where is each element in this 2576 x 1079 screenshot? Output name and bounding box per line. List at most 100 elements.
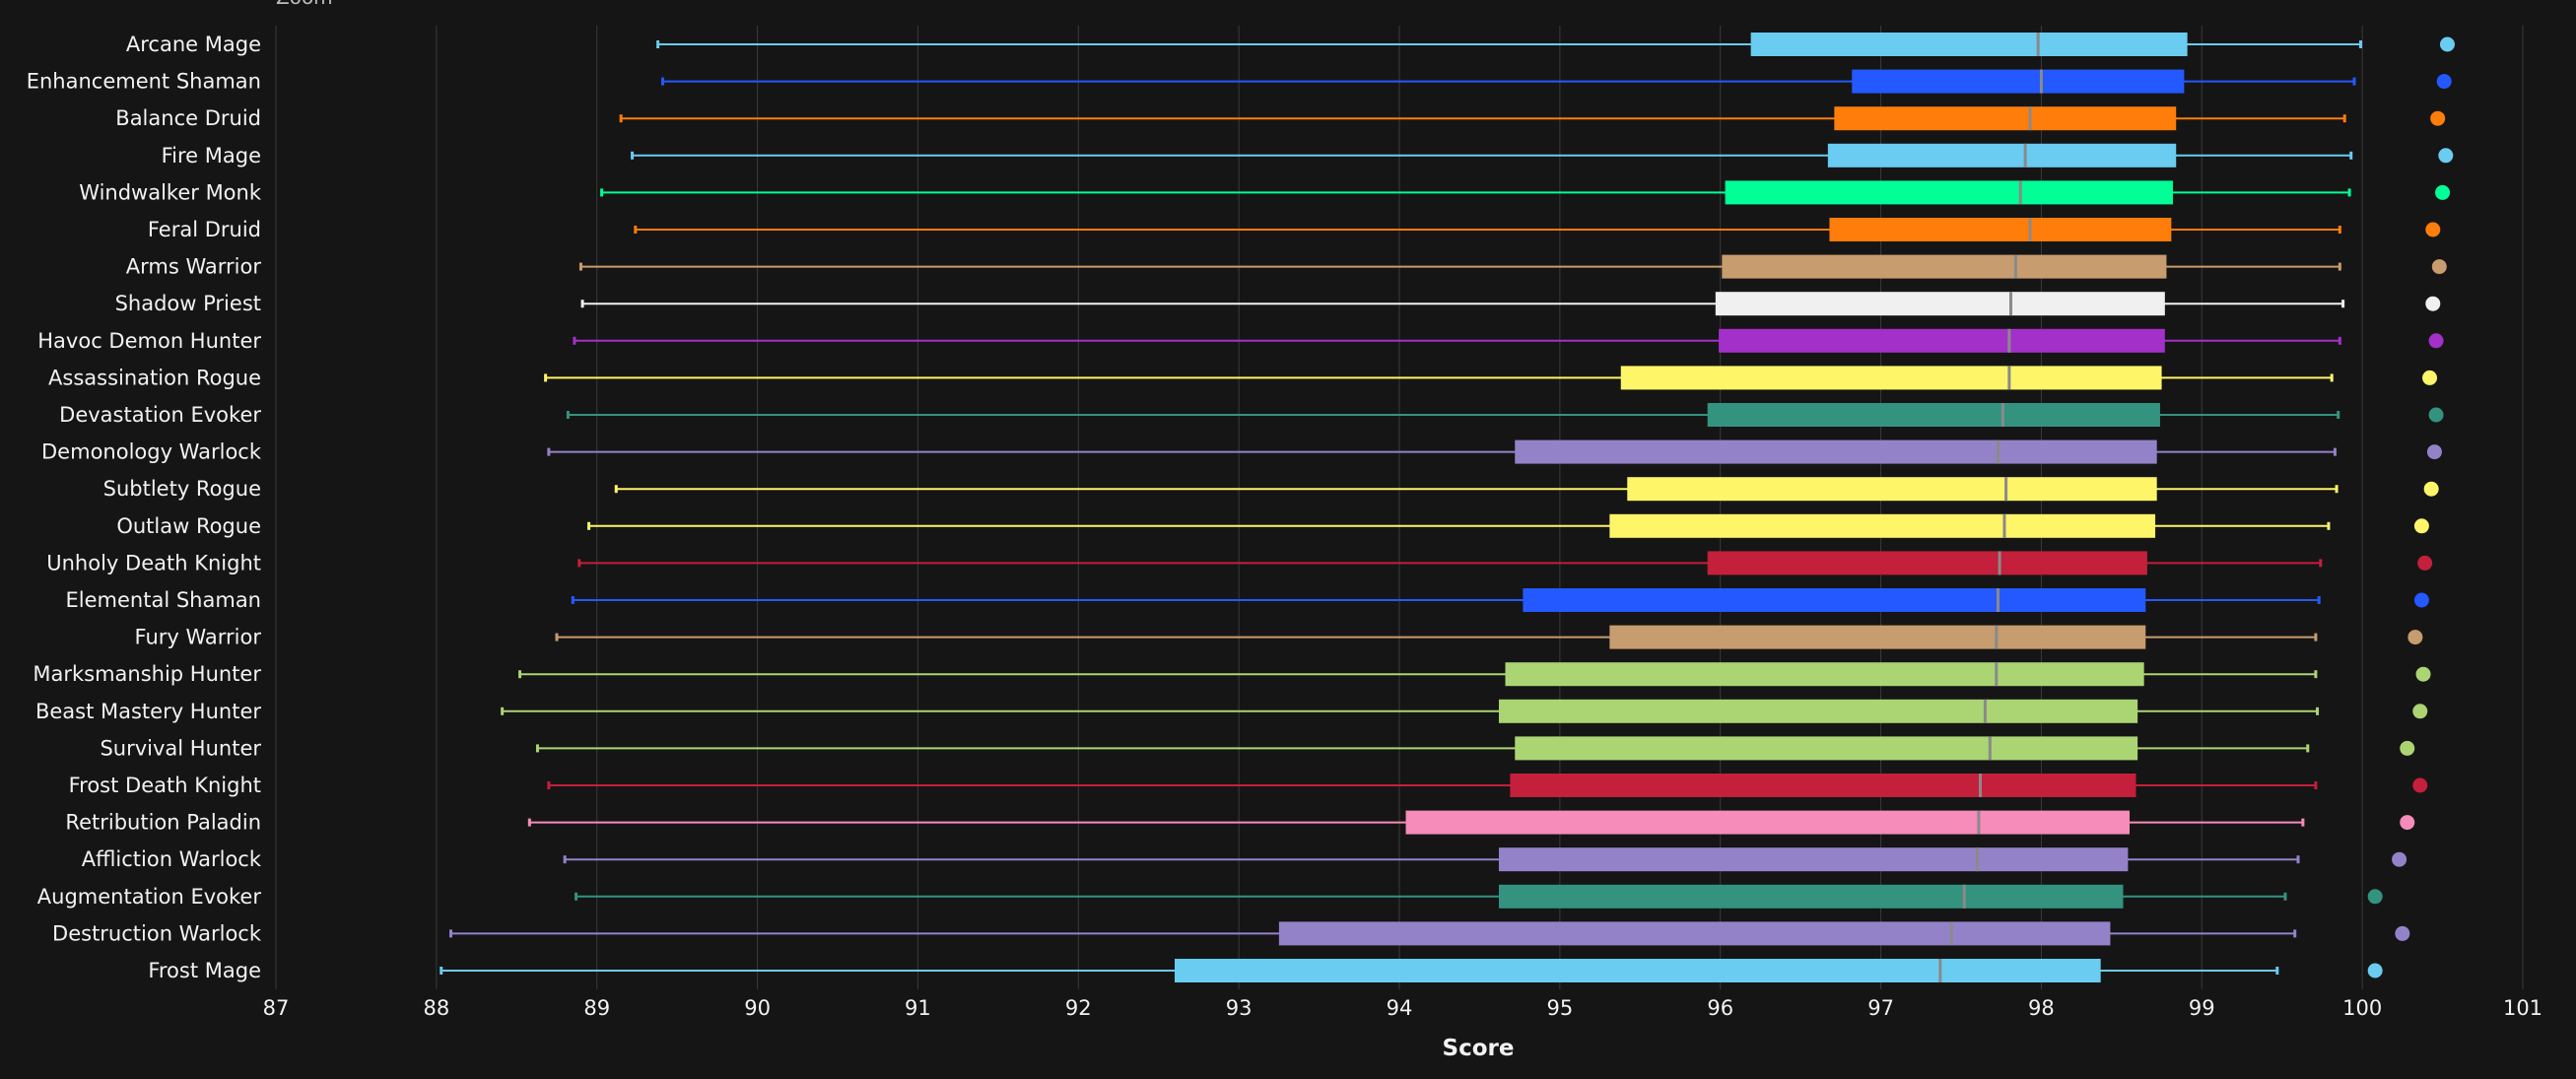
series-label: Demonology Warlock <box>41 440 262 464</box>
iqr-box <box>1750 33 2188 56</box>
mean-point <box>2407 630 2423 645</box>
iqr-box <box>1405 810 2130 835</box>
mean-point <box>2413 518 2429 534</box>
iqr-box <box>1498 884 2124 909</box>
series-row <box>544 366 2438 390</box>
series-row <box>535 736 2415 761</box>
x-tick-label: 99 <box>2189 996 2215 1020</box>
iqr-box <box>1515 736 2138 761</box>
mean-point <box>2417 555 2433 571</box>
iqr-box <box>1829 218 2172 241</box>
mean-point <box>2431 259 2447 275</box>
iqr-box <box>1510 774 2136 797</box>
iqr-box <box>1725 180 2173 205</box>
mean-point <box>2415 666 2431 682</box>
mean-point <box>2395 925 2410 941</box>
x-tick-label: 98 <box>2028 996 2055 1020</box>
mean-point <box>2367 889 2383 905</box>
iqr-box <box>1627 477 2157 502</box>
mean-point <box>2425 222 2441 237</box>
iqr-box <box>1498 847 2129 872</box>
mean-point <box>2436 74 2452 90</box>
iqr-box <box>1827 143 2177 168</box>
series-row <box>440 959 2383 982</box>
series-row <box>449 921 2410 946</box>
labels-layer: 87 88 89 90 91 92 93 94 95 96 97 98 99 100 101 Arcane M… <box>27 33 2542 1020</box>
x-tick-label: 95 <box>1546 996 1573 1020</box>
x-tick-label: 94 <box>1387 996 1413 1020</box>
x-tick-label: 101 <box>2503 996 2542 1020</box>
series-row <box>518 662 2431 687</box>
series-label: Arcane Mage <box>126 33 261 56</box>
mean-point <box>2412 777 2428 793</box>
series-layer <box>440 33 2455 982</box>
x-tick-label: 92 <box>1065 996 1092 1020</box>
series-label: Shadow Priest <box>115 292 261 315</box>
series-row <box>580 292 2441 316</box>
series-row <box>619 106 2446 131</box>
x-tick-label: 88 <box>423 996 449 1020</box>
iqr-box <box>1715 292 2165 316</box>
mean-point <box>2428 407 2444 423</box>
iqr-box <box>1707 403 2160 427</box>
iqr-box <box>1620 366 2162 390</box>
iqr-box <box>1609 625 2146 649</box>
series-row <box>547 774 2428 797</box>
series-label: Fire Mage <box>162 144 261 168</box>
iqr-box <box>1515 439 2157 464</box>
series-label: Beast Mastery Hunter <box>35 700 261 723</box>
series-row <box>614 477 2439 502</box>
mean-point <box>2439 36 2455 52</box>
series-row <box>575 884 2383 909</box>
mean-point <box>2428 333 2444 349</box>
iqr-box <box>1278 921 2111 946</box>
series-label: Frost Death Knight <box>69 774 261 797</box>
series-row <box>566 403 2444 427</box>
mean-point <box>2438 148 2454 164</box>
iqr-box <box>1834 106 2177 131</box>
series-label: Balance Druid <box>115 106 261 130</box>
series-label: Frost Mage <box>148 959 261 982</box>
x-tick-label: 96 <box>1707 996 1733 1020</box>
mean-point <box>2400 815 2415 831</box>
series-row <box>571 588 2429 612</box>
zoom-label[interactable]: Zoom <box>276 0 333 9</box>
series-label: Feral Druid <box>148 218 261 241</box>
series-label: Augmentation Evoker <box>37 885 262 909</box>
mean-point <box>2422 370 2438 385</box>
series-row <box>573 328 2444 353</box>
iqr-box <box>1609 513 2156 538</box>
series-row <box>555 625 2423 649</box>
x-axis-title: Score <box>1443 1036 1515 1061</box>
grid-layer <box>275 26 2524 989</box>
iqr-box <box>1505 662 2144 687</box>
x-tick-label: 87 <box>263 996 290 1020</box>
series-row <box>587 513 2429 538</box>
series-row <box>501 699 2428 723</box>
iqr-box <box>1719 328 2165 353</box>
x-tick-label: 91 <box>905 996 931 1020</box>
iqr-box <box>1175 959 2101 982</box>
x-tick-label: 89 <box>583 996 610 1020</box>
series-label: Elemental Shaman <box>66 588 261 612</box>
mean-point <box>2413 592 2429 608</box>
series-row <box>578 254 2447 279</box>
iqr-box <box>1707 551 2147 575</box>
series-row <box>634 218 2441 241</box>
series-label: Retribution Paladin <box>65 811 261 835</box>
series-row <box>600 180 2451 205</box>
series-label: Enhancement Shaman <box>27 70 261 94</box>
series-row <box>660 69 2452 94</box>
series-row <box>656 33 2455 56</box>
iqr-box <box>1498 699 2138 723</box>
series-label: Assassination Rogue <box>48 366 261 389</box>
x-tick-label: 90 <box>744 996 771 1020</box>
series-label: Subtlety Rogue <box>103 477 261 501</box>
series-row <box>577 551 2433 575</box>
mean-point <box>2425 296 2441 311</box>
mean-point <box>2392 851 2407 867</box>
mean-point <box>2412 704 2428 719</box>
series-row <box>527 810 2415 835</box>
